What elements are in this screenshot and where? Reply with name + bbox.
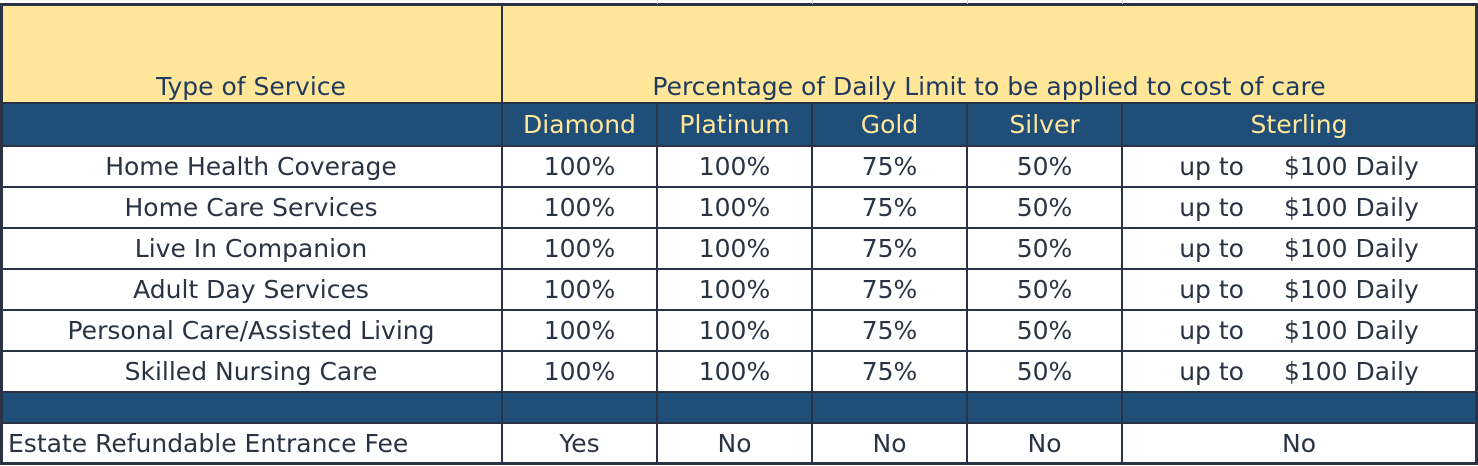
column-divider	[501, 4, 503, 463]
sterling-prefix: up to	[1179, 357, 1244, 386]
refund-value-platinum: No	[717, 428, 752, 458]
spacer-row-cell	[657, 392, 812, 423]
sheet-gridline	[1122, 0, 1123, 4]
sheet-gridline	[967, 0, 968, 4]
tier-value-diamond: 100%	[543, 275, 616, 304]
column-divider	[811, 103, 813, 463]
table-bottom-border	[0, 462, 1478, 465]
sterling-prefix: up to	[1179, 152, 1244, 181]
tier-value-sterling: up to $100 Daily	[1122, 310, 1476, 351]
sterling-prefix: up to	[1179, 316, 1244, 345]
tier-header-blank	[0, 103, 502, 146]
header-divider	[0, 102, 1478, 104]
tier-header-silver: Silver	[967, 103, 1122, 146]
service-name-cell: Personal Care/Assisted Living	[67, 316, 435, 345]
percentage-title-header: Percentage of Daily Limit to be applied …	[502, 4, 1476, 103]
sterling-amount: $100 Daily	[1283, 152, 1419, 181]
tier-value-silver: 50%	[1016, 193, 1073, 222]
tier-value-gold: 75%	[861, 152, 918, 181]
sterling-amount: $100 Daily	[1283, 275, 1419, 304]
tier-value-silver: 50%	[1016, 316, 1073, 345]
column-divider	[1121, 103, 1123, 463]
table-right-border	[1475, 4, 1478, 463]
sterling-value-wrapper: up to $100 Daily	[1122, 316, 1476, 345]
column-divider	[966, 103, 968, 463]
tier-value-sterling: up to $100 Daily	[1122, 269, 1476, 310]
service-name-cell: Live In Companion	[134, 234, 368, 263]
table-left-border	[0, 4, 3, 463]
service-name-cell: Home Care Services	[124, 193, 378, 222]
table-top-border	[0, 3, 1478, 6]
tier-value-gold: 75%	[861, 275, 918, 304]
sterling-value-wrapper: up to $100 Daily	[1122, 234, 1476, 263]
spacer-row-cell	[967, 392, 1122, 423]
sterling-prefix: up to	[1179, 193, 1244, 222]
tier-value-diamond: 100%	[543, 152, 616, 181]
row-divider	[0, 309, 1478, 311]
refund-value-silver: No	[1027, 428, 1062, 458]
tier-value-silver: 50%	[1016, 234, 1073, 263]
tier-value-gold: 75%	[861, 234, 918, 263]
row-divider	[0, 145, 1478, 147]
spacer-row-cell	[1122, 392, 1476, 423]
tier-value-platinum: 100%	[698, 357, 771, 386]
tier-value-diamond: 100%	[543, 316, 616, 345]
tier-value-platinum: 100%	[698, 193, 771, 222]
refund-value-gold: No	[872, 428, 907, 458]
tier-value-diamond: 100%	[543, 193, 616, 222]
tier-value-sterling: up to $100 Daily	[1122, 146, 1476, 187]
row-divider	[0, 350, 1478, 352]
tier-value-gold: 75%	[861, 357, 918, 386]
tier-value-silver: 50%	[1016, 152, 1073, 181]
refund-value-diamond: Yes	[559, 428, 600, 458]
tier-value-silver: 50%	[1016, 275, 1073, 304]
tier-value-silver: 50%	[1016, 357, 1073, 386]
row-divider	[0, 391, 1478, 393]
sterling-amount: $100 Daily	[1283, 316, 1419, 345]
tier-header-platinum: Platinum	[657, 103, 812, 146]
column-divider	[656, 103, 658, 463]
service-name-cell: Adult Day Services	[133, 275, 369, 304]
sheet-gridline	[812, 0, 813, 4]
tier-value-diamond: 100%	[543, 357, 616, 386]
tier-value-gold: 75%	[861, 193, 918, 222]
tier-value-platinum: 100%	[698, 234, 771, 263]
sheet-gridline	[657, 0, 658, 4]
sterling-amount: $100 Daily	[1283, 357, 1419, 386]
tier-value-platinum: 100%	[698, 152, 771, 181]
tier-value-sterling: up to $100 Daily	[1122, 187, 1476, 228]
type-of-service-header: Type of Service	[0, 4, 502, 103]
row-divider	[0, 422, 1478, 424]
tier-value-gold: 75%	[861, 316, 918, 345]
sterling-prefix: up to	[1179, 234, 1244, 263]
tier-value-platinum: 100%	[698, 275, 771, 304]
sterling-value-wrapper: up to $100 Daily	[1122, 152, 1476, 181]
tier-value-sterling: up to $100 Daily	[1122, 228, 1476, 269]
refund-value-sterling: No	[1282, 428, 1316, 458]
sterling-prefix: up to	[1179, 275, 1244, 304]
row-divider	[0, 227, 1478, 229]
row-divider	[0, 268, 1478, 270]
refund-row-label: Estate Refundable Entrance Fee	[8, 428, 409, 458]
tier-value-platinum: 100%	[698, 316, 771, 345]
spacer-row-cell	[0, 392, 502, 423]
sterling-amount: $100 Daily	[1283, 234, 1419, 263]
sterling-value-wrapper: up to $100 Daily	[1122, 275, 1476, 304]
spacer-row-cell	[812, 392, 967, 423]
tier-header-diamond: Diamond	[502, 103, 657, 146]
service-name-cell: Home Health Coverage	[105, 152, 397, 181]
sterling-amount: $100 Daily	[1283, 193, 1419, 222]
spacer-row-cell	[502, 392, 657, 423]
row-divider	[0, 186, 1478, 188]
service-name-cell: Skilled Nursing Care	[124, 357, 378, 386]
tier-header-gold: Gold	[812, 103, 967, 146]
tier-value-sterling: up to $100 Daily	[1122, 351, 1476, 392]
sterling-value-wrapper: up to $100 Daily	[1122, 357, 1476, 386]
tier-header-sterling: Sterling	[1122, 103, 1476, 146]
sterling-value-wrapper: up to $100 Daily	[1122, 193, 1476, 222]
tier-value-diamond: 100%	[543, 234, 616, 263]
